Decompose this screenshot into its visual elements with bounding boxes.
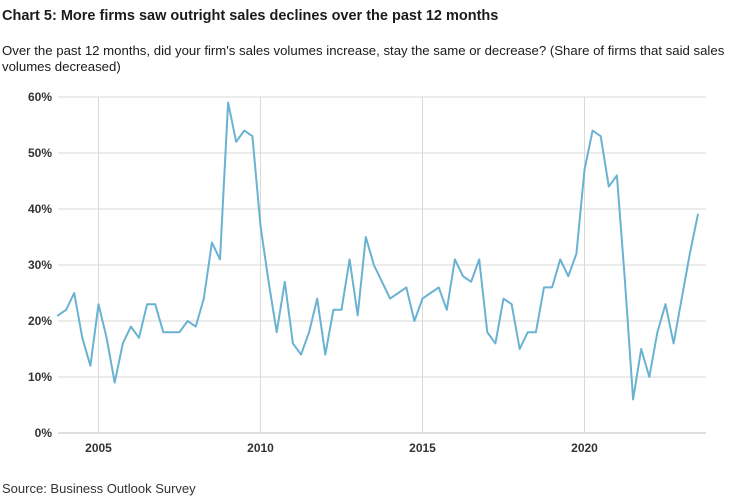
y-tick-label: 0%	[35, 426, 53, 440]
x-tick-label: 2020	[571, 441, 598, 455]
chart-source: Source: Business Outlook Survey	[2, 481, 196, 496]
y-tick-label: 50%	[28, 146, 52, 160]
chart-grid	[58, 96, 706, 434]
y-tick-label: 20%	[28, 314, 52, 328]
x-tick-label: 2015	[409, 441, 436, 455]
y-axis: 0% 10% 20% 30% 40% 50% 60%	[28, 90, 52, 440]
chart-subtitle: Over the past 12 months, did your firm's…	[2, 43, 725, 74]
x-axis: 2005 2010 2015 2020	[85, 441, 598, 455]
x-tick-label: 2005	[85, 441, 112, 455]
y-tick-label: 40%	[28, 202, 52, 216]
y-tick-label: 10%	[28, 370, 52, 384]
y-tick-label: 30%	[28, 258, 52, 272]
chart-series	[57, 101, 699, 401]
chart-title: Chart 5: More firms saw outright sales d…	[2, 8, 499, 24]
x-tick-label: 2010	[247, 441, 274, 455]
series-line	[57, 101, 699, 401]
y-tick-label: 60%	[28, 90, 52, 104]
